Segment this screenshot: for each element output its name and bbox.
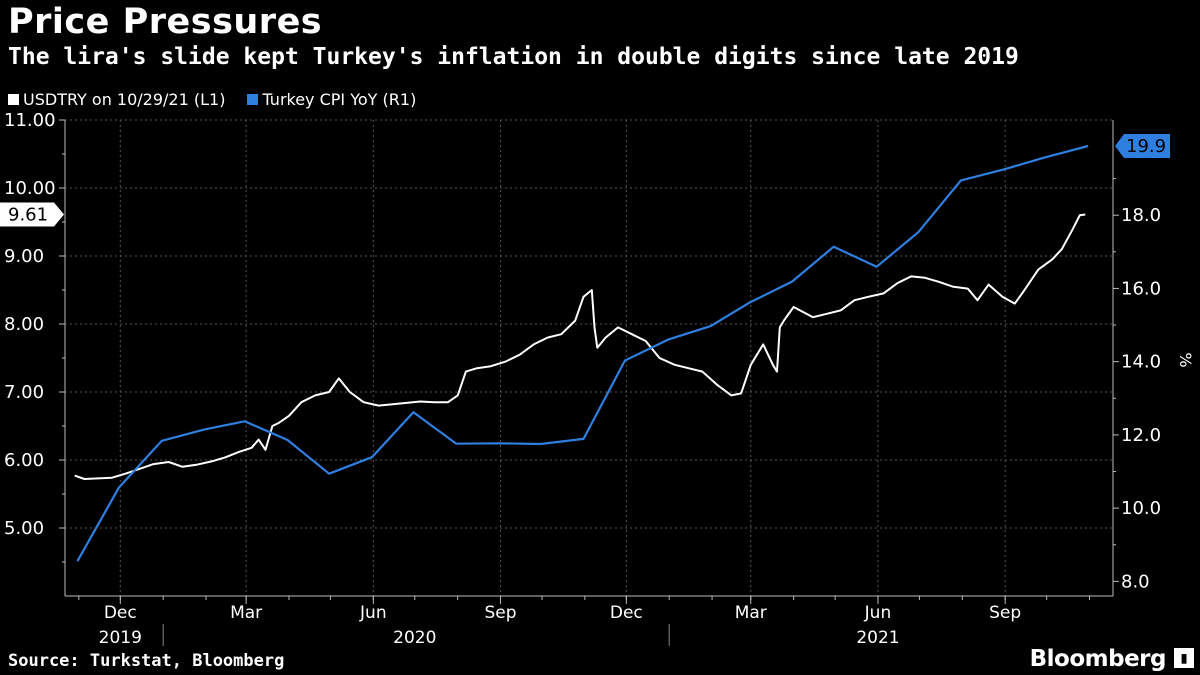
x-tick-label: Sep: [484, 603, 516, 623]
legend-swatch-usdtry: [8, 94, 19, 105]
y-left-tick-label: 6.00: [4, 450, 44, 471]
x-year-label: 2021: [856, 628, 899, 648]
y-left-tick-label: 7.00: [4, 382, 44, 403]
legend-item-cpi: Turkey CPI YoY (R1): [247, 90, 416, 109]
cpi-last-value-label: 19.9: [1126, 136, 1166, 157]
legend-label-usdtry: USDTRY on 10/29/21 (L1): [23, 90, 226, 109]
legend-swatch-cpi: [247, 94, 259, 105]
cpi-line: [76, 144, 1089, 562]
y-left-tick-label: 8.00: [4, 314, 44, 335]
x-tick-label: Dec: [610, 603, 643, 623]
x-tick-label: Jun: [359, 603, 387, 623]
y-right-axis-label: %: [1176, 352, 1195, 367]
x-tick-label: Sep: [989, 603, 1021, 623]
chart-title: Price Pressures: [8, 2, 323, 42]
y-right-tick-label: 14.0: [1121, 352, 1161, 373]
y-right-tick-label: 12.0: [1121, 425, 1161, 446]
usdtry-last-value-label: 9.61: [8, 205, 48, 226]
x-tick-label: Dec: [104, 603, 137, 623]
y-right-tick-label: 16.0: [1121, 278, 1161, 299]
y-right-tick-label: 10.0: [1121, 498, 1161, 519]
y-right-tick-label: 18.0: [1121, 205, 1161, 226]
legend-item-usdtry: USDTRY on 10/29/21 (L1): [8, 90, 225, 109]
usdtry-line: [74, 213, 1086, 480]
y-left-tick-label: 10.00: [4, 178, 56, 199]
x-tick-label: Mar: [230, 603, 262, 623]
x-tick-label: Mar: [735, 603, 767, 623]
bloomberg-mark-icon: ▮: [1174, 648, 1194, 668]
chart-subtitle: The lira's slide kept Turkey's inflation…: [8, 44, 1019, 70]
x-tick-label: Jun: [864, 603, 892, 623]
legend-label-cpi: Turkey CPI YoY (R1): [262, 90, 417, 109]
source-note: Source: Turkstat, Bloomberg: [8, 651, 285, 671]
y-left-tick-label: 9.00: [4, 246, 44, 267]
x-year-label: 2020: [393, 628, 436, 648]
y-right-tick-label: 8.0: [1121, 571, 1150, 592]
cpi-last-value-tag: [1115, 133, 1170, 158]
usdtry-last-value-tag: [0, 202, 64, 227]
x-year-label: 2019: [99, 628, 142, 648]
y-left-tick-label: 5.00: [4, 518, 44, 539]
legend: USDTRY on 10/29/21 (L1) Turkey CPI YoY (…: [8, 90, 416, 109]
y-left-tick-label: 11.00: [4, 110, 56, 131]
bloomberg-logo: Bloomberg: [1029, 646, 1167, 672]
